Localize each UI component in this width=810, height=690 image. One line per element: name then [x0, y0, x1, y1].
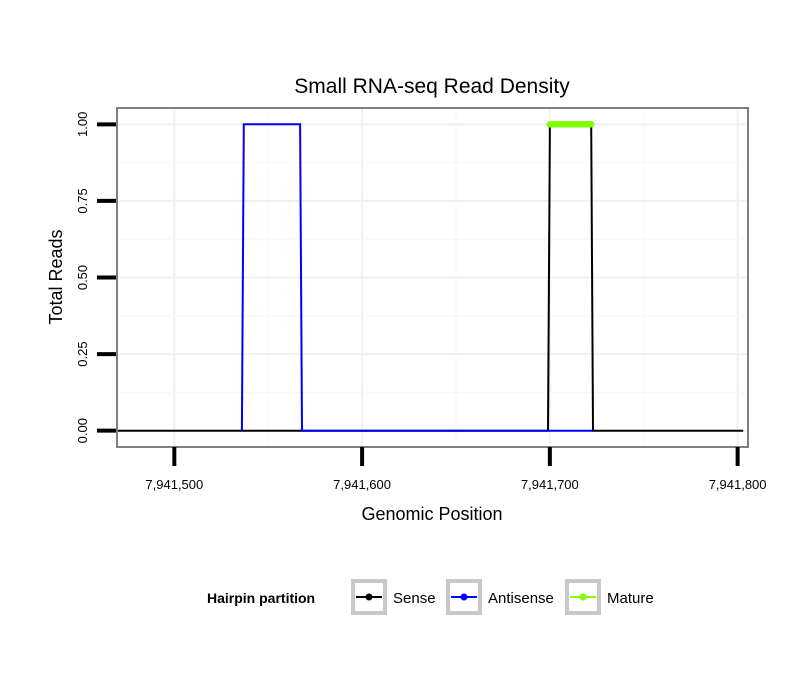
legend-label-sense: Sense	[393, 590, 436, 607]
legend-point-sense	[365, 593, 373, 601]
y-tick-label: 0.00	[75, 418, 90, 443]
series-point-mature	[587, 121, 595, 128]
legend-point-mature	[579, 593, 587, 601]
legend-point-antisense	[460, 593, 468, 601]
series-line-antisense	[240, 123, 593, 432]
legend-title: Hairpin partition	[207, 590, 315, 606]
legend-label-antisense: Antisense	[488, 590, 554, 607]
plot-axes: 7,941,500 7,941,600 7,941,700 7,941,800 0.00…	[75, 112, 767, 492]
plot-panel-border	[116, 107, 749, 448]
x-tick-label: 7,941,600	[333, 477, 391, 492]
y-tick-label: 0.50	[75, 265, 90, 290]
y-tick-label: 0.25	[75, 341, 90, 366]
x-tick-label: 7,941,500	[145, 477, 203, 492]
x-tick-label: 7,941,800	[709, 477, 767, 492]
chart-title: Small RNA-seq Read Density	[294, 75, 570, 98]
y-axis-label: Total Reads	[46, 229, 66, 324]
x-tick-label: 7,941,700	[521, 477, 579, 492]
y-tick-label: 1.00	[75, 112, 90, 137]
y-tick-label: 0.75	[75, 188, 90, 213]
plot-series	[118, 121, 744, 432]
x-axis-label: Genomic Position	[361, 504, 502, 524]
legend: Hairpin partition Sense Antisense Mature	[207, 579, 654, 615]
legend-label-mature: Mature	[607, 590, 654, 607]
plot-grid	[118, 109, 747, 446]
